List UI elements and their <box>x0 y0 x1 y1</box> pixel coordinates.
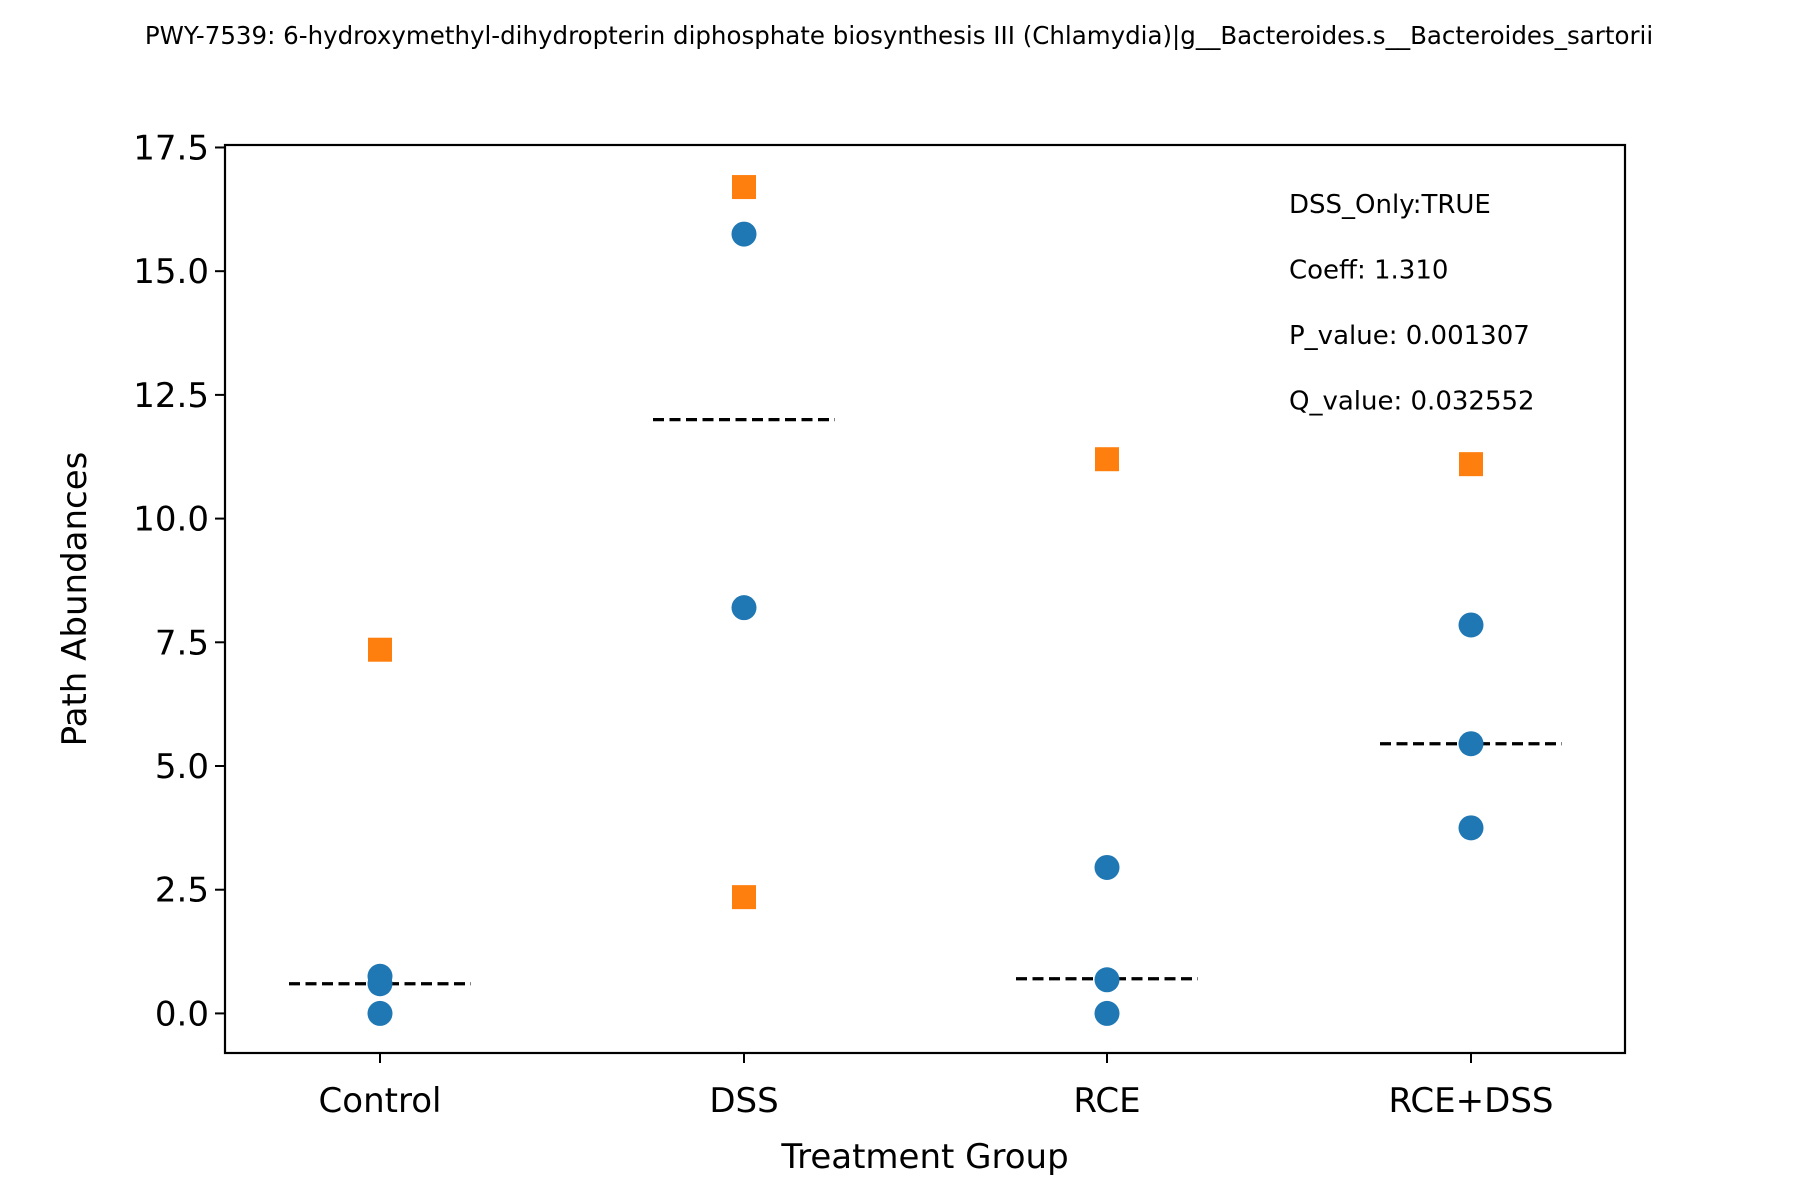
data-point-circle <box>1458 612 1484 638</box>
stat-annotation: DSS_Only:TRUE <box>1289 190 1491 220</box>
data-point-circle <box>1458 731 1484 757</box>
data-points <box>367 175 1484 1026</box>
data-point-square <box>732 885 756 910</box>
data-point-circle <box>731 221 757 247</box>
stats-annotations: DSS_Only:TRUE Coeff: 1.310 P_value: 0.0013… <box>1289 190 1535 417</box>
y-tick-label: 15.0 <box>133 252 209 292</box>
stat-annotation: P_value: 0.001307 <box>1289 321 1530 351</box>
data-point-circle <box>367 963 393 989</box>
data-point-circle <box>367 1000 393 1026</box>
data-point-square <box>1095 447 1119 472</box>
data-point-circle <box>731 595 757 621</box>
plot-frame <box>223 143 1627 1055</box>
y-axis: 0.0 2.5 5.0 7.5 10.0 12.5 15.0 17.5 <box>133 128 225 1034</box>
stat-annotation: Coeff: 1.310 <box>1289 256 1448 286</box>
x-axis-label: Treatment Group <box>780 1137 1068 1177</box>
stat-annotation: Q_value: 0.032552 <box>1289 387 1535 417</box>
x-axis: Control DSS RCE RCE+DSS <box>319 1053 1554 1121</box>
y-axis-label: Path Abundances <box>55 452 95 747</box>
y-tick-label: 10.0 <box>133 500 209 540</box>
data-point-circle <box>1094 1000 1120 1026</box>
data-point-circle <box>1094 854 1120 880</box>
x-tick-label: Control <box>319 1081 442 1121</box>
x-tick-label: RCE+DSS <box>1389 1081 1554 1121</box>
y-tick-label: 2.5 <box>155 871 209 911</box>
y-tick-label: 5.0 <box>155 747 209 787</box>
y-tick-label: 7.5 <box>155 623 209 663</box>
median-lines <box>289 418 1562 986</box>
x-tick-label: RCE <box>1073 1081 1140 1121</box>
data-point-square <box>1459 452 1483 477</box>
data-point-square <box>368 637 392 662</box>
chart-title: PWY-7539: 6-hydroxymethyl-dihydropterin … <box>145 21 1653 50</box>
data-point-circle <box>1458 815 1484 841</box>
y-tick-label: 17.5 <box>133 128 209 168</box>
y-tick-label: 12.5 <box>133 376 209 416</box>
data-point-square <box>732 175 756 200</box>
y-tick-label: 0.0 <box>155 994 209 1034</box>
data-point-circle <box>1094 967 1120 993</box>
x-tick-label: DSS <box>709 1081 778 1121</box>
